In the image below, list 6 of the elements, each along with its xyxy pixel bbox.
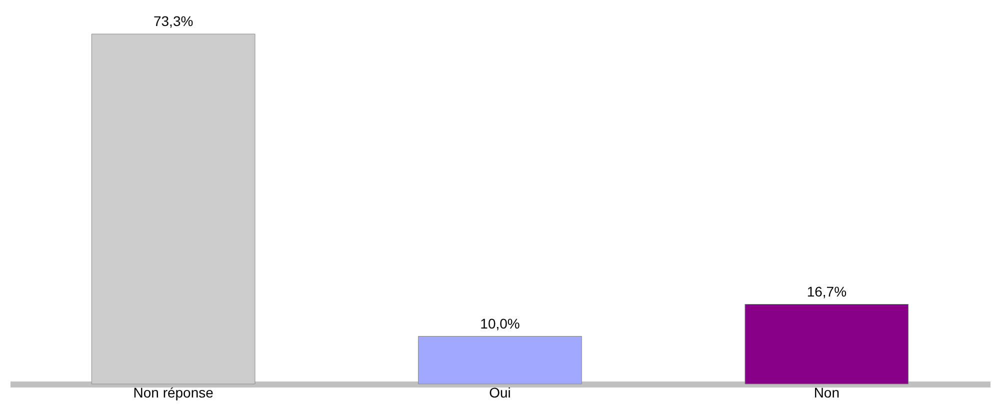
data-label: 73,3% (153, 13, 194, 29)
x-tick-label: Non (814, 384, 840, 400)
data-label: 10,0% (480, 315, 520, 332)
x-tick-label: Oui (489, 384, 511, 400)
data-label: 16,7% (806, 283, 847, 300)
x-tick-label: Non réponse (133, 384, 214, 400)
